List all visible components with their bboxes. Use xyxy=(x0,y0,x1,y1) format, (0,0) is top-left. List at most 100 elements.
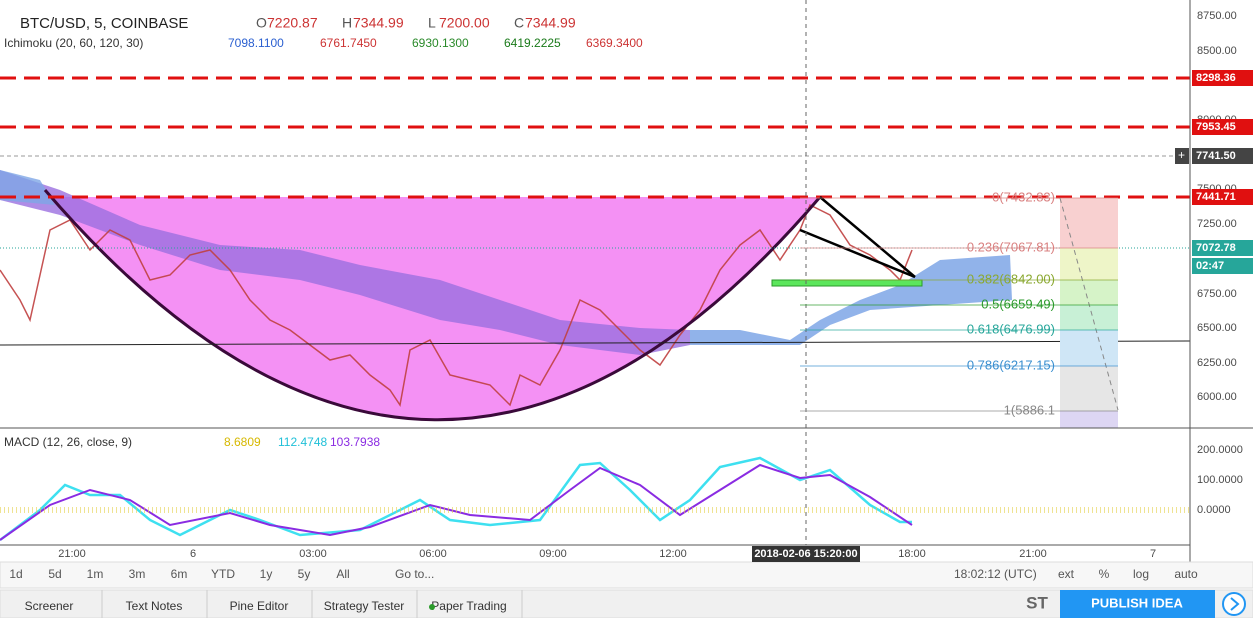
interval-button[interactable]: 1d xyxy=(9,567,22,581)
scale-option[interactable]: log xyxy=(1133,567,1149,581)
ohlc-key: H xyxy=(342,15,352,31)
fib-label: 1(5886.1 xyxy=(1004,402,1055,417)
price-tag-label: 02:47 xyxy=(1196,260,1224,272)
toggle-button[interactable] xyxy=(1222,592,1246,616)
scale-option[interactable]: ext xyxy=(1058,567,1075,581)
clock: 18:02:12 (UTC) xyxy=(954,567,1037,581)
fib-band xyxy=(1060,248,1118,280)
time-cursor-bg xyxy=(752,546,860,562)
macd-axis-label: 100.0000 xyxy=(1197,474,1243,486)
add-alert-icon: + xyxy=(1178,148,1185,162)
cloud-bear xyxy=(0,170,690,355)
fib-band xyxy=(1060,280,1118,305)
pennant-line xyxy=(819,196,916,278)
fib-band xyxy=(1060,366,1118,411)
price-tag xyxy=(1192,258,1253,274)
support-box xyxy=(771,279,923,287)
trend-line xyxy=(0,340,1191,346)
toggle-icon xyxy=(1230,597,1240,611)
brand[interactable]: ST xyxy=(1026,593,1048,612)
fib-band xyxy=(1060,411,1118,428)
macd-value: 112.4748 xyxy=(278,435,327,449)
interval-button[interactable]: 5y xyxy=(298,567,311,581)
tab[interactable]: Text Notes xyxy=(126,599,183,613)
ohlc-key: C xyxy=(514,15,524,31)
price-label: 6750.00 xyxy=(1197,288,1237,300)
interval-button[interactable]: Go to... xyxy=(395,567,434,581)
indicator-value: 6930.1300 xyxy=(412,36,469,50)
header-bg xyxy=(0,10,600,56)
scale-option[interactable]: auto xyxy=(1174,567,1198,581)
publish-label[interactable]: PUBLISH IDEA xyxy=(1091,595,1183,610)
price-tag xyxy=(1192,240,1253,256)
cloud-bull xyxy=(690,255,1012,345)
macd-value: 8.6809 xyxy=(224,435,261,449)
time-label: 6 xyxy=(190,548,196,560)
ohlc-value: 7344.99 xyxy=(353,15,404,31)
publish-button[interactable] xyxy=(1060,590,1215,618)
fib-label: 0.236(7067.81) xyxy=(967,239,1055,254)
scale-option[interactable]: % xyxy=(1099,567,1110,581)
tab[interactable]: Screener xyxy=(25,599,74,613)
indicator-value: 7098.1100 xyxy=(228,36,284,50)
interval-button[interactable]: 5d xyxy=(48,567,61,581)
fib-band xyxy=(1060,305,1118,330)
time-label: 7 xyxy=(1150,548,1156,560)
status-dot xyxy=(429,604,435,610)
indicator-value: 6419.2225 xyxy=(504,36,561,50)
time-label: 21:00 xyxy=(1019,548,1047,560)
interval-button[interactable]: All xyxy=(336,567,349,581)
macd-name: MACD (12, 26, close, 9) xyxy=(4,435,132,449)
time-label: 18:00 xyxy=(898,548,926,560)
interval-bar xyxy=(0,561,1253,589)
fib-label: 0(7432.83) xyxy=(992,189,1055,204)
time-cursor: 2018-02-06 15:20:00 xyxy=(754,548,857,560)
price-label: 6250.00 xyxy=(1197,357,1237,369)
tab-bar xyxy=(0,589,1253,618)
time-label: 06:00 xyxy=(419,548,447,560)
tab[interactable]: Paper Trading xyxy=(431,599,506,613)
price-label: 6000.00 xyxy=(1197,391,1237,403)
add-alert[interactable] xyxy=(1175,148,1189,164)
signal-line xyxy=(0,463,913,541)
time-label: 12:00 xyxy=(659,548,687,560)
price-label: 8500.00 xyxy=(1197,45,1237,57)
interval-button[interactable]: YTD xyxy=(211,567,235,581)
price-tag-label: 7953.45 xyxy=(1196,121,1236,133)
interval-button[interactable]: 1m xyxy=(87,567,104,581)
indicator-value: 6369.3400 xyxy=(586,36,643,50)
symbol: BTC/USD, 5, COINBASE xyxy=(20,15,188,32)
price-tag-label: 7741.50 xyxy=(1196,150,1236,162)
time-label: 21:00 xyxy=(58,548,86,560)
fib-label: 0.382(6842.00) xyxy=(967,271,1055,286)
fib-label: 0.5(6659.49) xyxy=(981,296,1055,311)
indicator-name: Ichimoku (20, 60, 120, 30) xyxy=(4,36,143,50)
price-tag xyxy=(1192,70,1253,86)
tab[interactable]: Pine Editor xyxy=(230,599,289,613)
price-tag-label: 7072.78 xyxy=(1196,242,1236,254)
price-tag xyxy=(1192,189,1253,205)
price-tag-label: 8298.36 xyxy=(1196,72,1236,84)
interval-button[interactable]: 3m xyxy=(129,567,146,581)
fib-band xyxy=(1060,198,1118,248)
fib-label: 0.786(6217.15) xyxy=(967,357,1055,372)
price-label: 8750.00 xyxy=(1197,10,1237,22)
ohlc-value: 7344.99 xyxy=(525,15,576,31)
price-label: 6500.00 xyxy=(1197,322,1237,334)
price-tag xyxy=(1192,119,1253,135)
ohlc-value: 7220.87 xyxy=(267,15,318,31)
interval-button[interactable]: 1y xyxy=(260,567,273,581)
interval-button[interactable]: 6m xyxy=(171,567,188,581)
price-label: 7250.00 xyxy=(1197,218,1237,230)
price-tag xyxy=(1192,148,1253,164)
fib-band xyxy=(1060,330,1118,366)
price-path xyxy=(0,203,913,407)
fib-label: 0.618(6476.99) xyxy=(967,321,1055,336)
macd-axis-label: 200.0000 xyxy=(1197,444,1243,456)
ohlc-key: O xyxy=(256,15,267,31)
tab[interactable]: Strategy Tester xyxy=(324,599,404,613)
ohlc-key: L xyxy=(428,15,436,31)
pennant-line xyxy=(799,228,916,279)
ohlc-value: 7200.00 xyxy=(439,15,490,31)
